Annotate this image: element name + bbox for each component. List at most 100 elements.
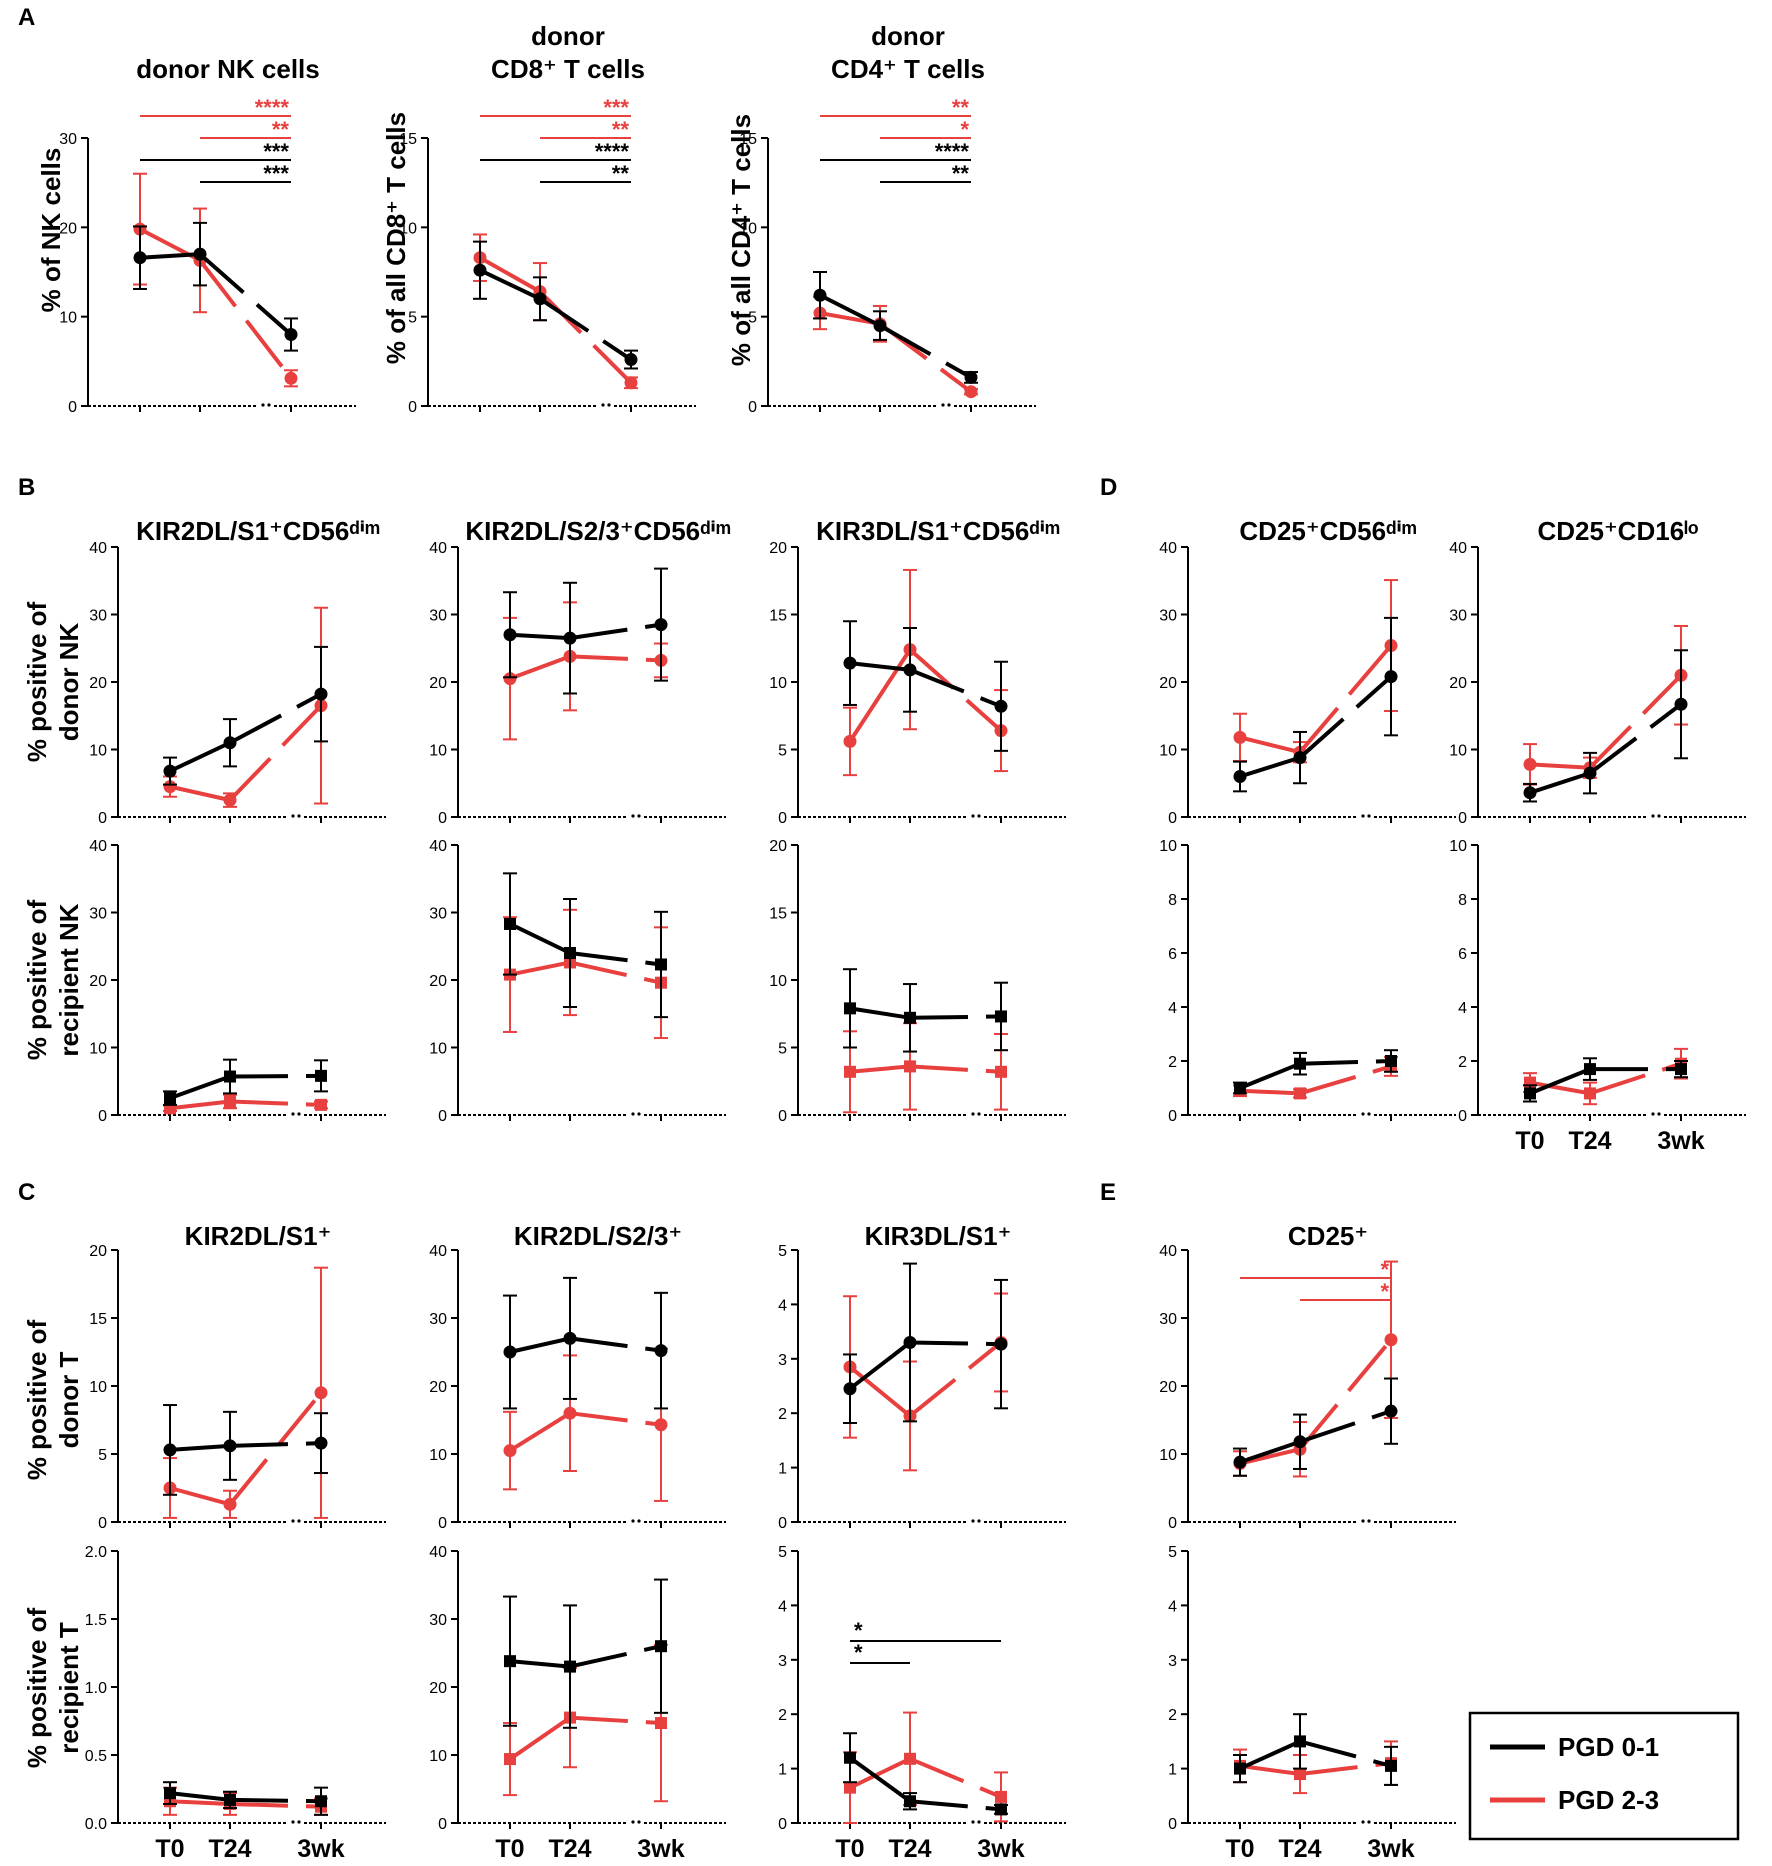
y-tick-label: 5: [778, 1243, 787, 1260]
axis-break-dot: [1367, 1519, 1371, 1523]
x-tick-label: 3wk: [977, 1835, 1024, 1863]
y-tick-label: 20: [59, 220, 77, 237]
y-tick-label: 10: [1449, 743, 1467, 760]
data-point: [504, 1655, 516, 1668]
series-line-seg: [1239, 1061, 1301, 1090]
y-tick-label: 10: [89, 1041, 107, 1058]
y-tick-label: 30: [429, 608, 447, 625]
data-point: [224, 1095, 236, 1108]
y-tick-label: 2.0: [85, 1544, 107, 1561]
data-point: [315, 1069, 327, 1082]
data-point: [224, 1793, 236, 1806]
y-tick-label: 3: [778, 1352, 787, 1369]
series-line-seg: [908, 648, 1003, 733]
data-point: [843, 656, 857, 670]
data-point: [223, 1497, 237, 1511]
y-tick-label: 2: [1458, 1054, 1467, 1071]
data-point: [1675, 1063, 1687, 1076]
y-tick-label: 15: [769, 906, 787, 923]
axis-break-dot: [1367, 1820, 1371, 1824]
chart-title: KIR3DL/S1⁺: [865, 1221, 1012, 1251]
y-tick-label: 30: [1159, 1311, 1177, 1328]
chart-d4: 0 2 4 6 8 10 T0 T24 3wk: [1449, 838, 1746, 1155]
data-point: [504, 917, 516, 930]
y-tick-label: 0: [1458, 1108, 1467, 1125]
chart-c5: 0 10 20 30 40 T0 T24 3wk: [429, 1544, 726, 1863]
chart-title: KIR2DL/S1⁺CD56ᵈⁱᵐ: [136, 516, 380, 546]
series-line-seg: [1239, 735, 1301, 755]
axis-break-dot: [637, 1820, 641, 1824]
series-line-seg: [909, 1799, 1002, 1812]
panel-letter-e: E: [1100, 1179, 1116, 1206]
series-line-seg: [849, 1757, 911, 1790]
y-tick-label: 4: [1168, 1000, 1177, 1017]
chart-c3: 0 1 2 3 4 5 KIR3DL/S1⁺: [778, 1221, 1066, 1532]
axis-break-dot: [631, 1112, 635, 1116]
y-tick-label: 0.5: [85, 1748, 107, 1765]
y-tick-label: 0: [438, 1515, 447, 1532]
panel-letter-a: A: [18, 4, 35, 31]
y-tick-label: 10: [1159, 838, 1177, 855]
chart-c6: 0 1 2 3 4 5 T0 T24 3wk **: [778, 1544, 1066, 1863]
x-tick-label: T0: [495, 1835, 524, 1863]
axis-break-dot: [971, 1112, 975, 1116]
axis-break-dot: [1361, 814, 1365, 818]
data-point: [163, 764, 177, 778]
data-point: [1234, 1082, 1246, 1094]
chart-title: donor NK cells: [136, 54, 319, 84]
y-tick-label: 40: [429, 838, 447, 855]
series-line-seg: [169, 1099, 231, 1111]
axis-break-dot: [291, 1112, 295, 1116]
axis-break-dot: [631, 1519, 635, 1523]
data-point: [844, 1781, 856, 1794]
y-tick-label: 2: [1168, 1707, 1177, 1724]
y-tick-label: 4: [1168, 1598, 1177, 1615]
data-point: [193, 247, 207, 261]
series-line-seg: [908, 1340, 1003, 1418]
panel-letter-d: D: [1100, 474, 1117, 501]
series-line-seg: [909, 1756, 1002, 1799]
y-tick-label: 0: [778, 1816, 787, 1833]
series-line-seg: [1239, 1447, 1301, 1466]
axis-break-dot: [1361, 1519, 1365, 1523]
data-point: [315, 1795, 327, 1808]
data-point: [1233, 770, 1247, 783]
axis-break-dot: [977, 1820, 981, 1824]
y-tick-label: 10: [1159, 743, 1177, 760]
sig-label: **: [612, 161, 630, 186]
axis-break-dot: [1651, 1112, 1655, 1116]
y-tick-label: 30: [1159, 608, 1177, 625]
series-line-seg: [879, 323, 972, 380]
series-line-seg: [848, 1756, 912, 1803]
chart-e1: 0 10 20 30 40 CD25⁺ **: [1159, 1221, 1456, 1532]
axis-break-dot: [1657, 814, 1661, 818]
y-tick-label: 20: [769, 838, 787, 855]
chart-b4: 0 10 20 30 40: [89, 838, 386, 1125]
series-line-seg: [848, 648, 912, 743]
y-tick-label: 0: [778, 810, 787, 827]
chart-title: CD4⁺ T cells: [831, 54, 985, 84]
data-point: [1674, 697, 1688, 711]
data-point: [223, 736, 237, 750]
series-line-seg: [569, 960, 662, 985]
series-line-seg: [139, 252, 201, 260]
series-line-seg: [569, 1644, 662, 1669]
chart-b1: 0 10 20 30 40 KIR2DL/S1⁺CD56ᵈⁱᵐ: [89, 516, 386, 827]
series-line-seg: [538, 297, 633, 362]
sig-label: **: [952, 161, 970, 186]
data-point: [903, 663, 917, 677]
series-line-seg: [1239, 1739, 1301, 1771]
chart-d3: 0 2 4 6 8 10: [1159, 838, 1456, 1125]
series-line-seg: [229, 1099, 322, 1107]
series-line-seg: [509, 922, 571, 955]
x-tick-label: T0: [1225, 1835, 1254, 1863]
series-line-seg: [509, 632, 571, 641]
data-point: [164, 1092, 176, 1105]
panel-letter-c: C: [18, 1179, 35, 1206]
data-point: [163, 780, 177, 794]
data-point: [624, 376, 638, 390]
chart-title: KIR3DL/S1⁺CD56ᵈⁱᵐ: [816, 516, 1060, 546]
chart-title: KIR2DL/S2/3⁺: [514, 1221, 682, 1251]
series-line-seg: [849, 1006, 911, 1020]
series-line-seg: [1299, 1409, 1392, 1444]
